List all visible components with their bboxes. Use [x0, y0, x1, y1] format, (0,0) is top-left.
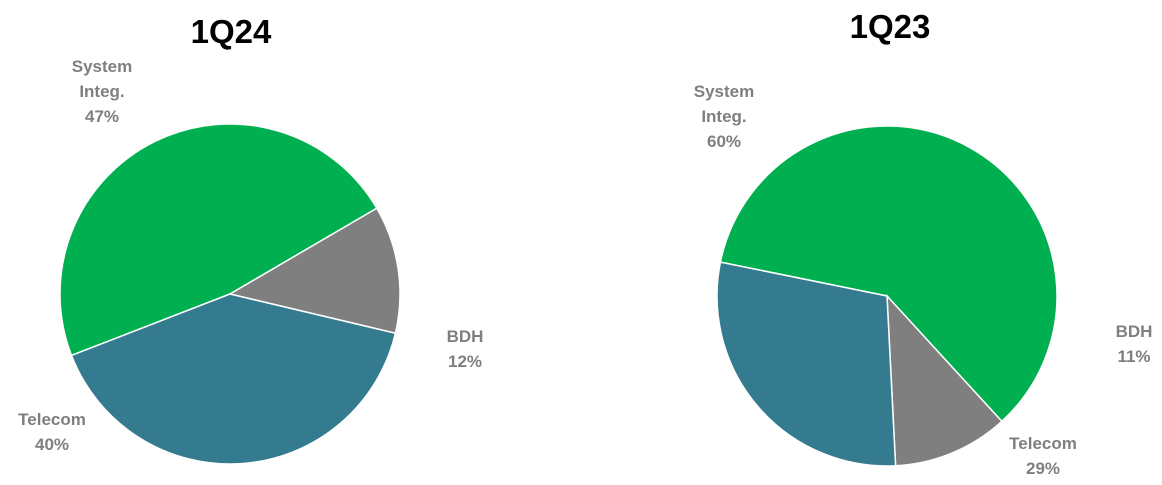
pie-slice-1q23-bdh [886, 293, 1003, 467]
pie-slice-1q23-system-integ [719, 125, 1058, 423]
slice-label-1q23-telecom: Telecom 29% [1009, 434, 1077, 478]
pie-slice-1q23-telecom [716, 261, 897, 467]
slice-label-1q24-system-integ: System Integ. 47% [72, 57, 132, 126]
slice-label-1q24-telecom: Telecom 40% [18, 410, 86, 454]
pie-slice-1q24-bdh [228, 207, 401, 335]
pie-slice-1q24-telecom [70, 293, 397, 465]
chart-title-1q23: 1Q23 [849, 8, 931, 45]
chart-title-1q24: 1Q24 [190, 13, 272, 50]
slice-label-1q23-bdh: BDH 11% [1116, 322, 1153, 366]
pie-slice-1q24-system-integ [59, 123, 378, 357]
slice-label-1q24-bdh: BDH 12% [447, 327, 484, 371]
slice-label-1q23-system-integ: System Integ. 60% [694, 82, 754, 151]
